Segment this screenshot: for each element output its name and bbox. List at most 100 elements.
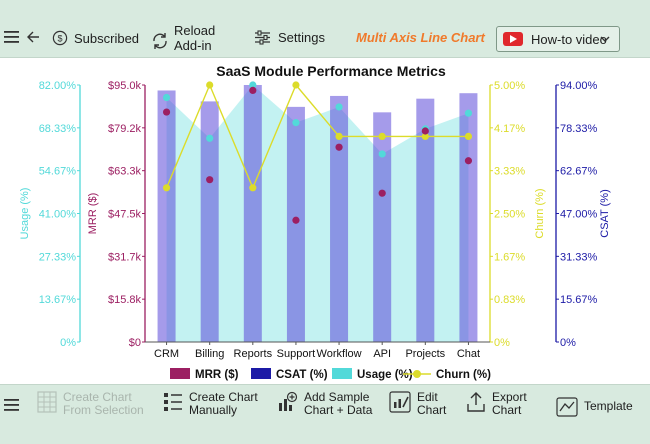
usage-point <box>335 103 343 111</box>
legend-item: Usage (%) <box>332 368 413 381</box>
subscribed-label: Subscribed <box>74 30 140 46</box>
template-button[interactable]: Template <box>556 397 633 417</box>
churn-point <box>206 81 214 89</box>
csat-bar <box>286 106 305 342</box>
csat-bar <box>459 93 478 343</box>
churn-point <box>421 132 429 140</box>
csat-tick-label: 15.67% <box>560 294 598 306</box>
mrr-point <box>378 189 386 197</box>
csat-bar <box>330 95 349 342</box>
churn-tick-label: 3.33% <box>494 166 525 178</box>
mrr-tick-label: $31.7k <box>108 251 142 263</box>
create-manually-label: Create Chart Manually <box>189 390 258 417</box>
csat-bar <box>157 90 176 343</box>
usage-tick-label: 0% <box>60 337 76 349</box>
mrr-point <box>421 127 429 135</box>
legend-label: Usage (%) <box>357 369 413 381</box>
csat-tick-label: 62.67% <box>560 166 598 178</box>
reload-addin-button[interactable]: Reload Add-in <box>151 23 215 53</box>
add-sample-chart-button[interactable]: Add Sample Chart + Data <box>276 391 372 417</box>
chart-title: SaaS Module Performance Metrics <box>216 63 446 79</box>
usage-area <box>166 85 469 342</box>
edit-chart-button[interactable]: Edit Chart <box>389 391 446 417</box>
export-chart-button[interactable]: Export Chart <box>466 391 527 417</box>
legend-item: CSAT (%) <box>251 368 328 381</box>
mrr-point <box>206 176 214 184</box>
edit-chart-label: Edit Chart <box>417 390 447 417</box>
legend-swatch <box>251 368 271 379</box>
usage-point <box>206 134 214 142</box>
churn-tick-label: 5.00% <box>494 80 525 92</box>
x-tick-label: CRM <box>154 348 179 360</box>
mrr-tick-label: $79.2k <box>108 123 142 135</box>
csat-tick-label: 31.33% <box>560 251 598 263</box>
usage-point <box>162 93 171 102</box>
table-icon <box>37 391 57 413</box>
mrr-point <box>464 157 473 165</box>
mrr-tick-label: $15.8k <box>108 294 142 306</box>
legend-label: CSAT (%) <box>276 369 328 381</box>
create-chart-from-selection-button[interactable]: Create Chart From Selection <box>37 391 144 417</box>
settings-label: Settings <box>278 30 325 45</box>
subscribed-button[interactable]: $ Subscribed <box>52 30 139 46</box>
x-tick-label: Billing <box>195 348 224 360</box>
usage-point <box>249 81 257 89</box>
back-arrow-icon[interactable] <box>26 30 40 44</box>
csat-bar <box>416 98 435 342</box>
churn-point <box>249 184 257 192</box>
legend-swatch-point <box>413 370 421 378</box>
churn-tick-label: 4.17% <box>494 123 525 135</box>
x-tick-label: Reports <box>234 348 273 360</box>
mrr-tick-label: $95.0k <box>108 80 142 92</box>
mrr-point <box>249 86 257 95</box>
reload-icon <box>153 33 167 49</box>
csat-bar <box>373 112 392 342</box>
usage-tick-label: 41.00% <box>39 209 77 221</box>
legend-label: MRR ($) <box>195 369 239 381</box>
create-chart-manually-button[interactable]: Create Chart Manually <box>163 391 258 417</box>
svg-text:$: $ <box>57 34 62 44</box>
mrr-point <box>292 216 300 224</box>
bottom-toolbar: Create Chart From Selection Create Chart… <box>0 384 650 444</box>
churn-point <box>335 132 343 140</box>
churn-tick-label: 2.50% <box>494 209 525 221</box>
howto-label: How-to video <box>531 31 607 47</box>
settings-button[interactable]: Settings <box>254 30 325 45</box>
x-tick-label: API <box>373 348 391 360</box>
chart-type-label: Multi Axis Line Chart <box>356 30 485 45</box>
legend-swatch <box>332 368 352 379</box>
howto-video-button[interactable]: How-to video <box>496 26 620 52</box>
csat-tick-label: 47.00% <box>560 209 598 221</box>
churn-tick-label: 0% <box>494 337 510 349</box>
legend-swatch <box>170 368 190 379</box>
export-chart-label: Export Chart <box>492 390 527 417</box>
dollar-circle-icon: $ <box>52 30 68 46</box>
churn-point <box>292 81 300 89</box>
chart-legend: MRR ($) CSAT (%) Usage (%) Churn (%) <box>170 368 491 381</box>
csat-tick-label: 78.33% <box>560 123 598 135</box>
usage-point <box>464 109 473 117</box>
bottom-menu-icon[interactable] <box>4 398 20 412</box>
usage-tick-label: 13.67% <box>39 294 77 306</box>
x-tick-label: Workflow <box>317 348 362 360</box>
plot-area <box>157 81 478 343</box>
create-selection-label: Create Chart From Selection <box>63 390 144 417</box>
multi-axis-chart: SaaS Module Performance Metrics 0% 13.67%… <box>19 63 611 381</box>
x-tick-label: Chat <box>457 348 480 360</box>
csat-bar <box>243 85 262 342</box>
youtube-icon <box>503 32 523 46</box>
churn-point <box>378 132 386 140</box>
legend-item: Churn (%) <box>403 369 491 381</box>
csat-tick-label: 0% <box>560 337 576 349</box>
settings-sliders-icon <box>255 30 270 45</box>
add-sample-label: Add Sample Chart + Data <box>304 390 373 417</box>
csat-axis-title: CSAT (%) <box>599 189 611 238</box>
chevron-down-icon <box>600 36 610 42</box>
chart-data-icon <box>279 391 298 411</box>
menu-icon[interactable] <box>4 30 20 44</box>
usage-point <box>378 150 386 158</box>
list-icon <box>164 393 182 411</box>
csat-bar <box>200 101 219 342</box>
axes-layer: 0% 13.67% 27.33% 41.00% 54.67% 68.33% 82.00% Us… <box>19 80 611 360</box>
usage-axis-title: Usage (%) <box>19 188 31 240</box>
